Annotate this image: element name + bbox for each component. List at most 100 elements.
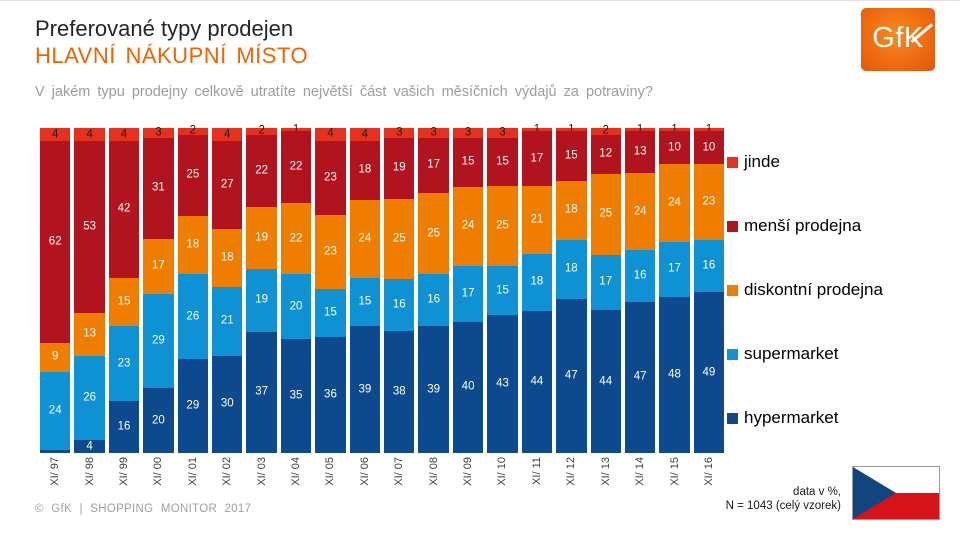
stacked-bar: 4 62 9 24 [40, 128, 71, 453]
segment-value-label: 4 [86, 127, 93, 140]
segment-mensi-prodejna: 42 [108, 141, 140, 278]
segment-diskontni-prodejna: 18 [212, 228, 243, 288]
segment-value-label: 30 [220, 397, 234, 410]
segment-supermarket: 17 [590, 254, 621, 310]
x-axis-label-text: XI/ 03 [255, 457, 268, 486]
segment-hypermarket: 35 [280, 339, 312, 453]
segment-value-label: 4 [327, 127, 334, 140]
segment-value-label: 19 [255, 293, 269, 306]
segment-diskontni-prodejna: 25 [590, 173, 621, 255]
x-axis-label: XI/ 14 [625, 457, 655, 503]
segment-value-label: 15 [564, 149, 578, 162]
segment-value-label: 18 [530, 275, 544, 288]
segment-value-label: 44 [599, 374, 613, 387]
segment-value-label: 19 [392, 161, 406, 174]
segment-jinde: 4 [349, 128, 381, 141]
segment-hypermarket: 43 [487, 314, 518, 453]
segment-value-label: 17 [668, 262, 681, 275]
segment-value-label: 23 [324, 171, 337, 184]
x-axis-label-text: XI/ 07 [393, 457, 406, 486]
stacked-bar: 4 53 13 26 4 [74, 128, 105, 453]
segment-value-label: 9 [52, 350, 59, 363]
x-axis-label: XI/ 99 [109, 457, 139, 503]
x-axis-label: XI/ 05 [315, 457, 345, 503]
segment-jinde: 3 [384, 127, 415, 138]
x-axis-label-text: XI/ 12 [565, 457, 578, 486]
czech-flag-icon [852, 466, 940, 520]
segment-value-label: 18 [564, 203, 578, 216]
x-axis-label-text: XI/ 16 [702, 457, 715, 486]
segment-mensi-prodejna: 62 [40, 141, 71, 343]
x-axis-label-text: XI/ 09 [462, 457, 475, 486]
segment-value-label: 17 [427, 158, 441, 171]
x-axis-label: XI/ 06 [350, 457, 380, 503]
segment-diskontni-prodejna: 23 [693, 164, 725, 240]
legend-label: diskontní prodejna [744, 280, 883, 299]
segment-jinde: 4 [108, 128, 140, 141]
stacked-bar: 3 15 24 17 40 [452, 127, 484, 453]
segment-value-label: 10 [702, 140, 716, 153]
segment-diskontni-prodejna: 18 [556, 180, 587, 240]
segment-hypermarket: 44 [521, 311, 553, 453]
bars: 4 62 9 24 4 53 13 26 4 4 42 15 23 16 3 31 17 29 20 2 25 18 26 2… [40, 123, 725, 454]
segment-value-label: 24 [461, 219, 475, 232]
x-axis-label-text: XI/ 11 [530, 457, 543, 485]
x-axis-label-text: XI/ 14 [634, 457, 647, 486]
x-axis-label-text: XI/ 01 [186, 457, 199, 486]
segment-value-label: 15 [117, 295, 131, 308]
legend-swatch-icon [727, 220, 738, 232]
gfk-logo-text: GfK [872, 22, 924, 54]
x-axis-label-text: XI/ 06 [358, 457, 371, 486]
segment-value-label: 22 [289, 160, 303, 173]
segment-value-label: 16 [117, 420, 131, 433]
copyright-text: © GfK | SHOPPING MONITOR 2017 [35, 503, 252, 515]
survey-question: V jakém typu prodejny celkově utratíte n… [35, 84, 653, 100]
segment-supermarket: 20 [280, 274, 312, 340]
segment-value-label: 4 [224, 127, 231, 140]
legend-label: supermarket [744, 344, 839, 363]
segment-supermarket: 17 [659, 241, 690, 297]
legend-item-jinde: jinde [727, 152, 883, 171]
legend-item-diskontni-prodejna: diskontní prodejna [727, 280, 883, 299]
segment-diskontni-prodejna: 24 [452, 187, 484, 266]
segment-hypermarket: 16 [108, 401, 140, 453]
segment-hypermarket: 39 [418, 326, 449, 453]
segment-jinde: 3 [487, 127, 518, 138]
segment-jinde: 4 [40, 128, 71, 141]
segment-value-label: 18 [220, 251, 234, 264]
segment-value-label: 22 [289, 231, 303, 244]
legend-item-supermarket: supermarket [727, 344, 883, 363]
segment-diskontni-prodejna: 22 [280, 202, 312, 275]
segment-value-label: 4 [52, 127, 59, 140]
segment-hypermarket: 37 [246, 331, 277, 453]
segment-value-label: 23 [324, 245, 337, 258]
segment-value-label: 19 [255, 231, 269, 244]
segment-mensi-prodejna: 12 [590, 134, 621, 174]
segment-value-label: 31 [152, 181, 165, 194]
stacked-bar: 2 12 25 17 44 [590, 125, 621, 453]
segment-diskontni-prodejna: 24 [349, 199, 381, 278]
segment-value-label: 20 [152, 413, 165, 426]
segment-value-label: 24 [48, 404, 62, 416]
stacked-bar: 4 27 18 21 30 [212, 128, 243, 453]
legend-label: jinde [744, 152, 780, 171]
x-axis-label-text: XI/ 99 [118, 457, 131, 486]
footnote-line2: N = 1043 (celý vzorek) [725, 500, 841, 513]
x-axis-label-text: XI/ 97 [49, 457, 62, 486]
top-divider [0, 0, 960, 1]
segment-supermarket: 24 [40, 371, 71, 450]
segment-value-label: 25 [599, 207, 613, 220]
segment-supermarket: 21 [212, 287, 243, 356]
segment-mensi-prodejna: 22 [246, 134, 277, 207]
stacked-bar: 1 22 22 20 35 [280, 123, 312, 453]
segment-supermarket: 19 [246, 269, 277, 332]
legend: jinde menší prodejna diskontní prodejna sup… [727, 152, 883, 473]
segment-mensi-prodejna: 13 [624, 131, 656, 174]
segment-hypermarket: 47 [556, 298, 587, 454]
segment-diskontni-prodejna: 13 [74, 313, 105, 356]
segment-value-label: 4 [361, 127, 369, 140]
legend-label: hypermarket [744, 408, 839, 427]
segment-value-label: 24 [358, 231, 372, 244]
x-axis-label: XI/ 03 [246, 457, 276, 503]
stacked-bar: 4 42 15 23 16 [108, 128, 140, 453]
